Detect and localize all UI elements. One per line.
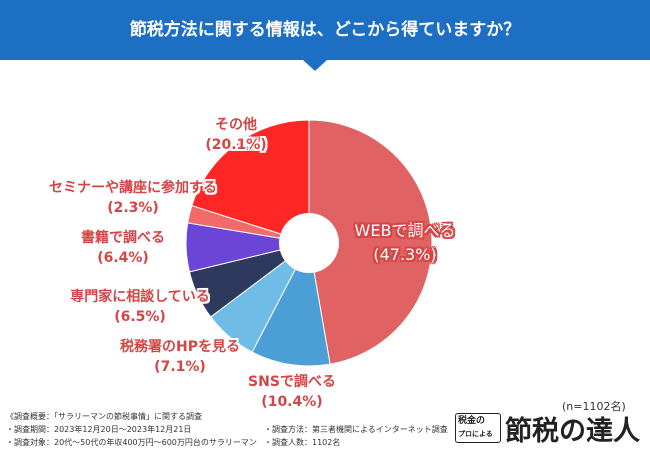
slice-label-sns: SNSで調べる (10.4%)	[248, 374, 336, 410]
slice-label-tax-office: 税務署のHPを見る (7.1%)	[120, 339, 240, 375]
sample-size: (n=1102名)	[562, 400, 626, 413]
survey-notes: 《調査概要：「サラリーマンの節税事情」に関する調査 ・調査期間：2023年12月…	[6, 410, 448, 449]
slice-label-expert: 専門家に相談している (6.5%)	[70, 289, 210, 325]
pie-slice-0	[308, 119, 433, 365]
survey-target: ・調査対象：20代〜50代の年収400万円〜600万円台のサラリーマン	[6, 438, 257, 447]
slice-label-web: WEBで調べる (47.3%)	[354, 221, 456, 264]
survey-method: ・調査方法：第三者機関によるインターネット調査	[264, 425, 448, 434]
page-title: 節税方法に関する情報は、どこから得ていますか？	[129, 20, 521, 40]
pie-slice-6	[191, 119, 310, 244]
header-banner: 節税方法に関する情報は、どこから得ていますか？	[0, 0, 650, 71]
survey-period: ・調査期間：2023年12月20日〜2023年12月21日	[6, 425, 192, 434]
header-pointer	[303, 60, 327, 71]
pie-slice-1	[251, 241, 331, 367]
brand-badge: 税金の プロによる	[455, 413, 501, 443]
pie-center-hole	[279, 213, 339, 273]
brand-badge-line2: プロによる	[458, 430, 493, 438]
slice-label-other: その他 (20.1%)	[205, 117, 267, 153]
brand-name: 節税の達人	[505, 416, 640, 447]
slice-label-books: 書籍で調べる (6.4%)	[81, 230, 165, 266]
survey-overview: 《調査概要：「サラリーマンの節税事情」に関する調査	[6, 412, 202, 421]
survey-count: ・調査人数：1102名	[264, 438, 341, 447]
slice-label-seminar: セミナーや講座に参加する (2.3%)	[49, 180, 217, 216]
brand-badge-line1: 税金の	[458, 416, 486, 426]
